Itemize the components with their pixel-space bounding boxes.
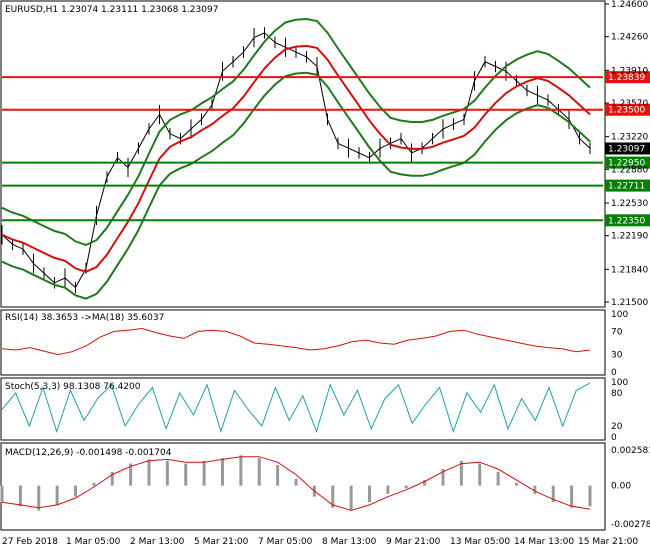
price-line: [1, 32, 591, 289]
rsi-line: [1, 327, 591, 356]
stoch-layer: [1, 382, 591, 434]
time-axis-label: 5 Mar 21:00: [194, 537, 249, 547]
macd-signal-line: [1, 456, 591, 511]
time-axis-label: 27 Feb 2018: [2, 537, 58, 547]
level-label: 1.23839: [608, 73, 645, 83]
price-tick-label: 1.23220: [611, 133, 648, 143]
current-price-box: [605, 142, 650, 155]
stoch-line: [1, 382, 591, 434]
stoch-tick-label: 80: [611, 389, 623, 399]
level-label: 1.22711: [608, 182, 645, 192]
levels-layer: 1.23839 1.23500 1.22950 1.22711 1.22350 1.230…: [2, 71, 650, 227]
stoch-tick-label: 0: [611, 433, 617, 443]
stoch-header: Stoch(5,3,3) 98.1308 76.4200: [5, 382, 141, 392]
level-label-box: [605, 179, 650, 192]
level-label: 1.23500: [608, 106, 645, 116]
rsi-header: RSI(14) 38.3653 ->MA(18) 35.6037: [5, 313, 164, 323]
time-axis-label: 13 Mar 05:00: [450, 537, 510, 547]
level-label: 1.22350: [608, 216, 645, 226]
price-tick-label: 1.24260: [611, 33, 648, 43]
stoch-panel-frame: [0, 377, 606, 441]
rsi-tick-label: 30: [611, 351, 623, 361]
macd-tick-label: 0.00: [611, 482, 631, 492]
price-tick-label: 1.21500: [611, 298, 648, 308]
price-tick-label: 1.22880: [611, 165, 648, 175]
rsi-layer: [1, 327, 591, 356]
time-axis-label: 1 Mar 05:00: [66, 537, 121, 547]
level-label: 1.22950: [608, 159, 645, 169]
band-lower: [1, 71, 591, 300]
time-axis-label: 2 Mar 13:00: [130, 537, 185, 547]
level-label-box: [605, 156, 650, 169]
level-label-box: [605, 103, 650, 116]
macd-tick-label: 0.002581: [611, 446, 650, 456]
band-upper: [1, 17, 591, 246]
stoch-tick-label: 20: [611, 422, 623, 432]
time-axis-label: 7 Mar 05:00: [258, 537, 313, 547]
macd-header: MACD(12,26,9) -0.001498 -0.001704: [5, 448, 172, 458]
macd-layer: [0, 455, 592, 511]
symbol-header: EURUSD,H1 1.23074 1.23111 1.23068 1.2309…: [5, 5, 218, 15]
rsi-tick-label: 0: [611, 368, 617, 378]
time-axis-label: 9 Mar 21:00: [386, 537, 441, 547]
price-tick-label: 1.23570: [611, 99, 648, 109]
stoch-tick-label: 100: [611, 378, 628, 388]
price-tick-label: 1.21840: [611, 265, 648, 275]
price-tick-label: 1.24600: [611, 0, 648, 10]
time-axis-label: 15 Mar 21:00: [578, 537, 638, 547]
level-label-box: [605, 71, 650, 84]
level-label-box: [605, 214, 650, 227]
price-tick-label: 1.22190: [611, 232, 648, 242]
macd-tick-label: -0.002781: [611, 520, 650, 530]
price-tick-label: 1.23910: [611, 66, 648, 76]
time-axis-label: 14 Mar 13:00: [514, 537, 574, 547]
rsi-panel-frame: [0, 309, 606, 376]
rsi-tick-label: 100: [611, 310, 628, 320]
price-tick-label: 1.22530: [611, 199, 648, 209]
price-layer: [1, 17, 591, 300]
current-price-label: 1.23097: [608, 144, 645, 154]
moving-average-line: [1, 44, 591, 273]
time-axis-label: 8 Mar 13:00: [322, 537, 377, 547]
rsi-tick-label: 70: [611, 327, 623, 337]
